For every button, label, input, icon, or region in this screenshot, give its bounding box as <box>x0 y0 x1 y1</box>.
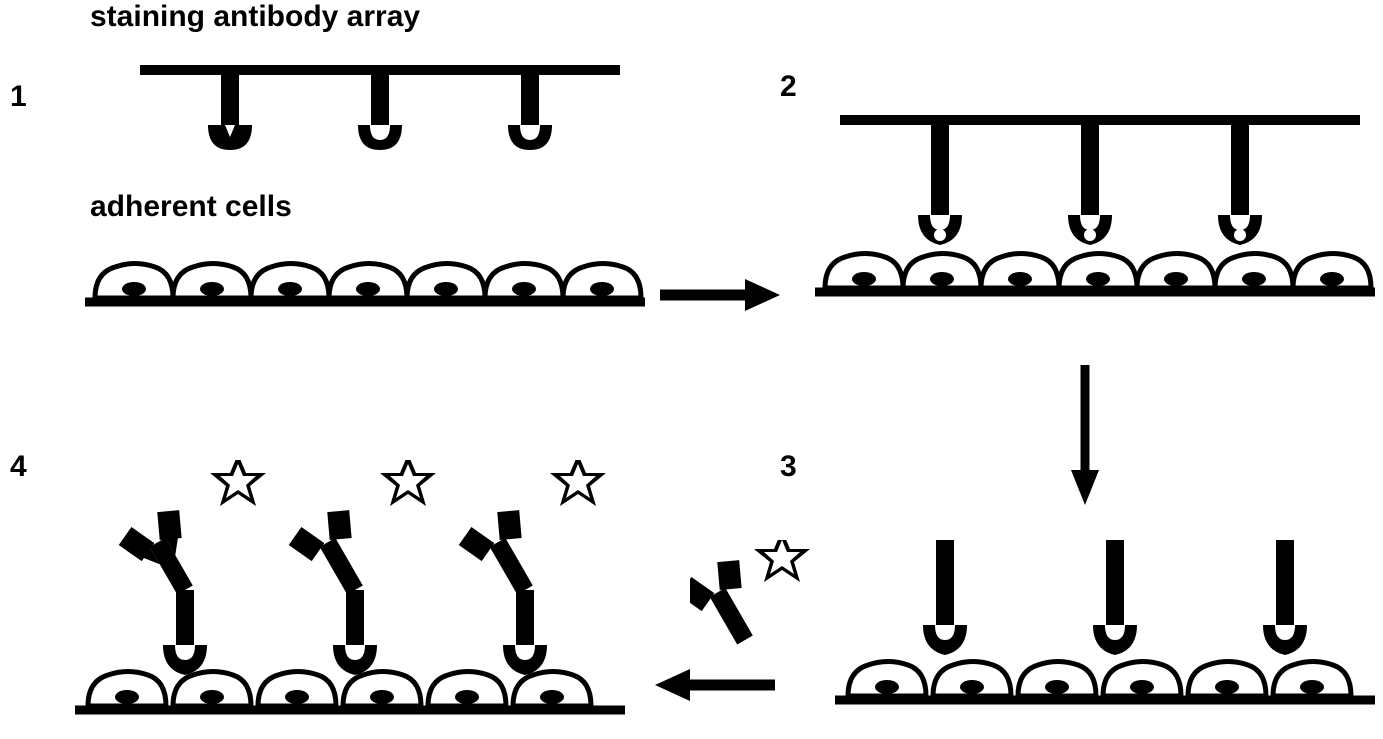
panel-1 <box>80 50 660 310</box>
floating-secondary-ab <box>690 540 810 680</box>
step-1-label: 1 <box>10 80 27 114</box>
panel-3 <box>830 520 1383 710</box>
step-3-label: 3 <box>780 450 797 484</box>
panel-2 <box>810 100 1383 310</box>
step-2-label: 2 <box>780 70 797 104</box>
cells-row-1 <box>95 264 641 299</box>
label-staining-array: staining antibody array <box>90 0 420 34</box>
step-4-label: 4 <box>10 450 27 484</box>
arrow-2-to-3 <box>1065 360 1105 510</box>
panel-4 <box>70 460 650 720</box>
arrow-3-to-4 <box>650 665 780 705</box>
arrow-1-to-2 <box>655 275 785 315</box>
